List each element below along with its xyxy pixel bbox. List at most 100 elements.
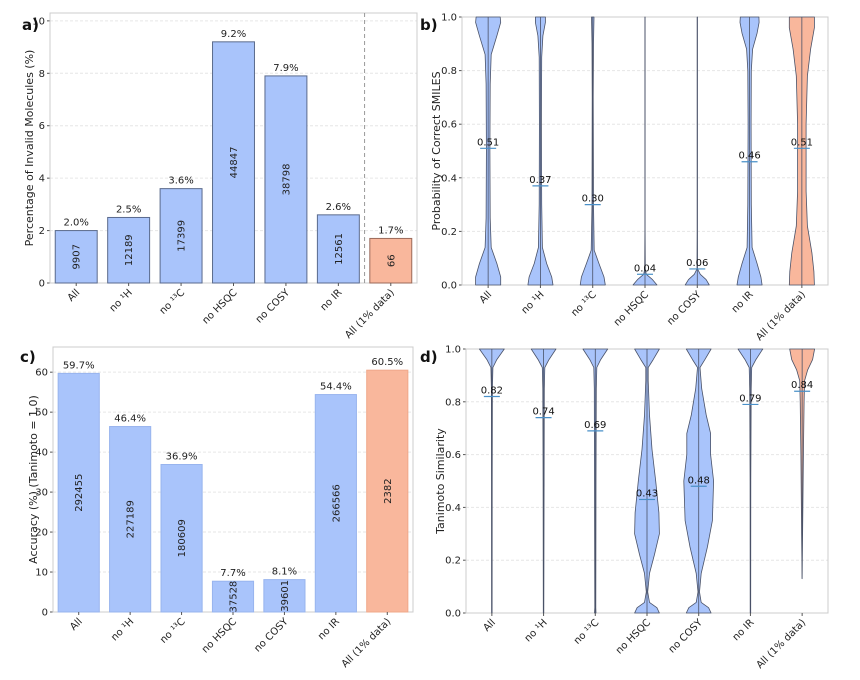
bar-count-label: 227189 (126, 500, 137, 538)
y-tick-label: 0.4 (445, 503, 461, 514)
x-tick-label: no ¹H (520, 289, 547, 316)
bar-count-label: 17399 (177, 220, 188, 252)
panel-b-probability-violin-chart: 0.0 0.2 0.4 0.6 0.8 1.0 Probability of Correct… (420, 13, 829, 343)
panel-label: d) (420, 348, 438, 366)
y-axis-label: Percentage of Invalid Molecules (%) (23, 50, 36, 247)
bar-count-label: 38798 (281, 164, 292, 196)
bar-value-label: 2.5% (116, 204, 141, 215)
bar-value-label: 59.7% (63, 360, 95, 371)
y-tick-label: 1.0 (441, 13, 457, 24)
panel-label: b) (420, 16, 438, 34)
x-tick-label: no HSQC (200, 287, 239, 326)
panel-d-tanimoto-violin-chart: 0.0 0.2 0.4 0.6 0.8 1.0 Tanimoto Similarity d) 0… (420, 345, 829, 671)
bar (212, 41, 255, 284)
bar-count-label: 2382 (383, 478, 394, 503)
bar-count-label: 39601 (280, 580, 291, 612)
x-tick-label: no HSQC (614, 617, 653, 656)
y-tick-label: 10 (32, 16, 45, 27)
violin-mean-label: 0.43 (636, 488, 658, 499)
bar (369, 237, 413, 284)
y-tick-label: 0.4 (441, 173, 457, 184)
y-tick-label: 0.8 (445, 397, 461, 408)
panel-c-accuracy-chart: 0 10 20 30 40 50 60 Accuracy (%) (Tanimoto = 1.… (20, 346, 414, 670)
violin-mean-label: 0.51 (477, 137, 499, 148)
bar-value-label: 54.4% (320, 382, 352, 393)
bar-count-label: 180609 (177, 519, 188, 557)
x-tick-label: All (1% data) (755, 617, 809, 671)
y-axis-label: Tanimoto Similarity (434, 428, 447, 535)
bar-count-label: 12561 (334, 233, 345, 265)
bar-value-label: 8.1% (272, 567, 297, 578)
violin-mean-label: 0.46 (738, 151, 760, 162)
bar-value-label: 3.6% (168, 176, 193, 187)
x-tick-label: All (481, 617, 498, 634)
y-tick-label: 0.0 (445, 609, 461, 620)
y-tick-label: 30 (35, 488, 48, 499)
bar-count-label: 292455 (74, 474, 85, 512)
x-tick-label: no COSY (667, 617, 706, 656)
x-tick-label: All (1% data) (340, 616, 394, 670)
violin-mean-label: 0.04 (634, 263, 656, 274)
x-tick-label: no ¹H (523, 617, 550, 644)
bar (160, 464, 203, 613)
panel-a-invalid-molecules-chart: 0 2 4 6 8 10 Percentage of Invalid Molecules (… (22, 12, 418, 341)
bar-value-label: 7.9% (273, 63, 298, 74)
bar (107, 216, 151, 284)
bar-count-label: 66 (386, 254, 397, 267)
x-tick-label: no IR (730, 289, 756, 315)
x-tick-label: no IR (731, 617, 757, 643)
x-tick-label: no COSY (254, 287, 293, 326)
violin-mean-label: 0.06 (686, 258, 708, 269)
x-tick-label: no IR (316, 616, 342, 642)
bar-count-label: 266566 (331, 484, 342, 522)
bar-value-label: 36.9% (166, 452, 198, 463)
violin-mean-label: 0.30 (582, 194, 604, 205)
x-tick-label: All (1% data) (343, 287, 397, 341)
y-tick-label: 0.2 (445, 556, 461, 567)
bar-value-label: 1.7% (378, 225, 403, 236)
x-tick-label: no ¹³C (158, 616, 187, 645)
x-tick-label: no HSQC (200, 616, 239, 655)
y-tick-label: 60 (35, 368, 48, 379)
violin-mean-label: 0.82 (481, 386, 503, 397)
bar (54, 230, 98, 284)
bar-value-label: 2.0% (64, 218, 89, 229)
x-tick-label: no HSQC (612, 289, 651, 328)
x-tick-label: no IR (319, 287, 345, 313)
bar-value-label: 60.5% (371, 357, 403, 368)
bar (211, 580, 255, 613)
bar-value-label: 7.7% (220, 568, 245, 579)
y-tick-label: 0.8 (441, 66, 457, 77)
y-tick-label: 20 (35, 528, 48, 539)
y-tick-label: 2 (39, 226, 45, 237)
y-axis-label: Accuracy (%) (Tanimoto = 1.0) (27, 395, 40, 564)
x-tick-label: no COSY (252, 616, 291, 655)
bar-value-label: 46.4% (114, 414, 146, 425)
bar-value-label: 2.6% (326, 202, 351, 213)
y-tick-label: 0 (42, 608, 48, 619)
y-tick-label: 0.0 (441, 281, 457, 292)
bar (159, 188, 203, 284)
bar (109, 426, 152, 613)
x-tick-label: no ¹H (108, 287, 135, 314)
x-tick-label: no COSY (665, 289, 704, 328)
bar-value-label: 9.2% (221, 29, 246, 40)
x-tick-label: no ¹³C (569, 289, 598, 318)
x-tick-label: All (478, 289, 495, 306)
violin-mean-label: 0.48 (688, 475, 710, 486)
violin-mean-label: 0.79 (739, 393, 761, 404)
violin-mean-label: 0.69 (584, 420, 606, 431)
y-tick-label: 0.2 (441, 227, 457, 238)
y-tick-label: 0.6 (445, 450, 461, 461)
bar-count-label: 37528 (229, 581, 240, 613)
panel-label: c) (20, 348, 36, 366)
x-tick-label: All (68, 616, 85, 633)
bar-count-label: 9907 (72, 244, 83, 269)
y-tick-label: 0.6 (441, 120, 457, 131)
violin-mean-label: 0.84 (791, 380, 813, 391)
y-tick-label: 40 (35, 448, 48, 459)
y-tick-label: 0 (39, 279, 45, 290)
violin-mean-label: 0.37 (529, 175, 551, 186)
x-tick-label: no ¹³C (158, 287, 187, 316)
